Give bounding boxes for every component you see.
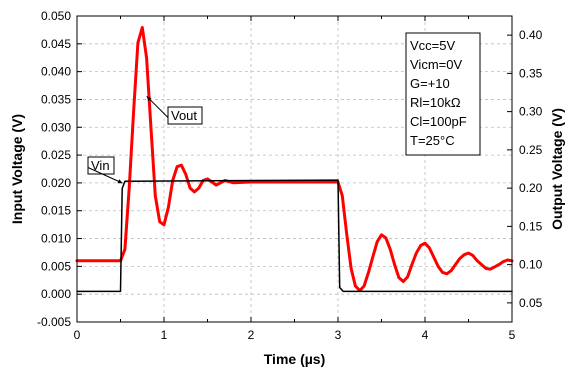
y-left-tick-label: 0.030 (41, 120, 71, 134)
series-line-vin (76, 179, 513, 293)
annotation-vin-box (87, 156, 115, 175)
condition-text: G=+10 (410, 76, 450, 91)
condition-text: T=25°C (410, 133, 455, 148)
tick-labels: 0 1 2 3 4 5 -0.005 0.000 0.005 0.010 0.015 0.020 0.0… (37, 9, 543, 342)
y-right-tick-label: 0.05 (519, 296, 543, 310)
conditions-box: Vcc=5V Vicm=0V G=+10 Rl=10kΩ Cl=100pF T=25°C (405, 32, 481, 156)
y-left-tick-label: 0.000 (41, 287, 71, 301)
y-left-tick-label: 0.025 (41, 148, 71, 162)
y-axis-right-title: Output Voltage (V) (549, 108, 565, 230)
y-left-tick-label: 0.005 (41, 259, 71, 273)
conditions-frame (405, 32, 481, 156)
condition-text: Vcc=5V (410, 38, 455, 53)
condition-text: Rl=10kΩ (410, 95, 461, 110)
series-line-vout (75, 26, 514, 293)
y-right-tick-label: 0.25 (519, 143, 543, 157)
annotation-vout-box (167, 106, 203, 125)
x-axis-title: Time (µs) (264, 351, 326, 367)
annotation-vin-leader (87, 167, 123, 184)
x-tick-label: 5 (509, 328, 516, 342)
annotation-vout-leader (146, 95, 169, 118)
condition-text: Cl=100pF (410, 114, 467, 129)
condition-text: Vicm=0V (410, 57, 462, 72)
traces (75, 26, 514, 293)
y-left-tick-label: 0.015 (41, 204, 71, 218)
y-right-tick-label: 0.15 (519, 219, 543, 233)
ticks (76, 15, 513, 323)
x-tick-label: 2 (248, 328, 255, 342)
x-tick-label: 3 (335, 328, 342, 342)
y-axis-left-title: Input Voltage (V) (9, 114, 25, 224)
annotation-vout-text: Vout (171, 108, 197, 123)
y-left-tick-label: 0.010 (41, 232, 71, 246)
y-left-tick-label: 0.040 (41, 65, 71, 79)
y-right-tick-label: 0.30 (519, 105, 543, 119)
annotation-vout-arrowhead (146, 96, 152, 101)
y-left-tick-label: 0.035 (41, 92, 71, 106)
x-tick-label: 0 (74, 328, 81, 342)
y-right-tick-label: 0.40 (519, 28, 543, 42)
y-right-tick-label: 0.35 (519, 66, 543, 80)
annotation-vin-arrowhead (117, 179, 123, 184)
x-tick-label: 4 (422, 328, 429, 342)
annotations: Vout Vin (87, 95, 203, 184)
y-right-tick-label: 0.10 (519, 258, 543, 272)
y-left-tick-label: -0.005 (37, 315, 71, 329)
x-tick-label: 1 (161, 328, 168, 342)
y-left-tick-label: 0.045 (41, 37, 71, 51)
y-left-tick-label: 0.050 (41, 9, 71, 23)
y-left-tick-label: 0.020 (41, 176, 71, 190)
annotation-vin-text: Vin (91, 158, 110, 173)
y-right-tick-label: 0.20 (519, 181, 543, 195)
